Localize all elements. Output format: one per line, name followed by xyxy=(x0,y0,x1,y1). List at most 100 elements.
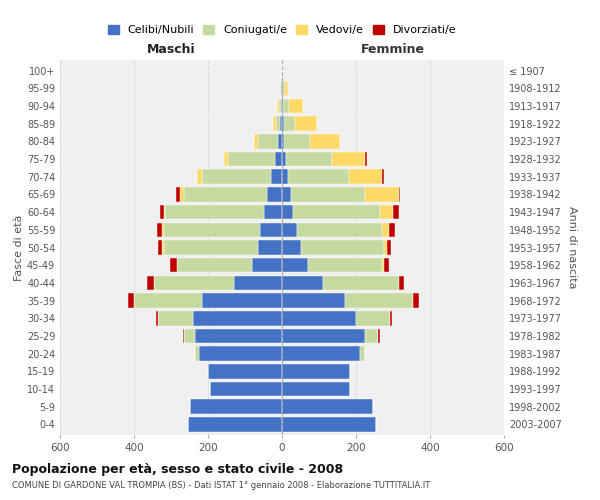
Bar xyxy=(282,294,345,308)
Bar xyxy=(378,328,380,343)
Bar xyxy=(282,205,293,220)
Bar xyxy=(389,222,395,237)
Bar xyxy=(356,311,390,326)
Bar xyxy=(157,222,162,237)
Bar xyxy=(310,134,340,148)
Bar xyxy=(284,116,295,131)
Bar xyxy=(154,276,234,290)
Bar xyxy=(229,152,275,166)
Bar xyxy=(134,294,202,308)
Bar xyxy=(332,152,365,166)
Bar xyxy=(280,116,282,131)
Bar xyxy=(282,98,283,113)
Bar xyxy=(193,311,282,326)
Bar xyxy=(271,170,282,184)
Bar xyxy=(293,205,380,220)
Bar xyxy=(283,98,289,113)
Bar xyxy=(282,328,365,343)
Bar xyxy=(282,134,284,148)
Bar xyxy=(382,222,389,237)
Bar xyxy=(267,187,282,202)
Bar xyxy=(384,240,388,255)
Bar xyxy=(258,240,282,255)
Bar xyxy=(190,400,282,414)
Bar xyxy=(224,152,229,166)
Text: Maschi: Maschi xyxy=(146,44,196,57)
Bar xyxy=(273,116,277,131)
Bar xyxy=(253,258,282,272)
Bar xyxy=(282,382,350,396)
Bar xyxy=(184,328,195,343)
Bar xyxy=(275,152,282,166)
Bar xyxy=(160,205,164,220)
Bar xyxy=(398,276,404,290)
Text: Femmine: Femmine xyxy=(361,44,425,57)
Bar xyxy=(282,222,297,237)
Bar xyxy=(301,240,384,255)
Bar xyxy=(162,240,164,255)
Bar xyxy=(283,81,284,96)
Bar xyxy=(393,205,398,220)
Bar xyxy=(195,328,282,343)
Bar xyxy=(398,187,400,202)
Bar xyxy=(284,134,310,148)
Bar xyxy=(162,222,164,237)
Y-axis label: Anni di nascita: Anni di nascita xyxy=(567,206,577,289)
Bar xyxy=(263,205,282,220)
Bar xyxy=(158,311,193,326)
Bar xyxy=(164,240,258,255)
Bar xyxy=(282,276,323,290)
Bar xyxy=(164,205,166,220)
Bar xyxy=(349,170,382,184)
Bar xyxy=(166,205,263,220)
Bar xyxy=(260,222,282,237)
Bar xyxy=(147,276,154,290)
Bar xyxy=(282,116,284,131)
Bar xyxy=(380,205,393,220)
Bar xyxy=(384,258,389,272)
Bar xyxy=(390,311,392,326)
Bar xyxy=(413,294,419,308)
Bar xyxy=(365,187,398,202)
Bar xyxy=(277,116,280,131)
Bar xyxy=(128,294,134,308)
Bar xyxy=(156,311,158,326)
Bar xyxy=(277,98,279,113)
Bar xyxy=(202,170,271,184)
Bar xyxy=(282,152,286,166)
Bar xyxy=(365,328,378,343)
Text: Popolazione per età, sesso e stato civile - 2008: Popolazione per età, sesso e stato civil… xyxy=(12,462,343,475)
Bar xyxy=(164,222,260,237)
Bar xyxy=(282,417,376,432)
Bar xyxy=(278,134,282,148)
Y-axis label: Fasce di età: Fasce di età xyxy=(14,214,24,280)
Bar xyxy=(308,258,382,272)
Bar xyxy=(184,187,267,202)
Bar xyxy=(280,81,281,96)
Bar xyxy=(279,98,281,113)
Bar xyxy=(323,276,398,290)
Bar xyxy=(234,276,282,290)
Bar xyxy=(282,187,291,202)
Bar xyxy=(202,294,282,308)
Bar xyxy=(287,170,349,184)
Bar xyxy=(365,152,367,166)
Bar xyxy=(282,364,350,378)
Bar xyxy=(286,152,332,166)
Bar xyxy=(297,222,382,237)
Bar xyxy=(382,258,384,272)
Bar xyxy=(210,382,282,396)
Bar xyxy=(158,240,162,255)
Bar xyxy=(289,98,304,113)
Bar xyxy=(188,417,282,432)
Legend: Celibi/Nubili, Coniugati/e, Vedovi/e, Divorziati/e: Celibi/Nubili, Coniugati/e, Vedovi/e, Di… xyxy=(103,20,461,40)
Bar xyxy=(295,116,317,131)
Bar xyxy=(195,346,199,361)
Bar xyxy=(284,81,288,96)
Bar xyxy=(199,346,282,361)
Bar xyxy=(382,170,384,184)
Bar xyxy=(282,240,301,255)
Bar xyxy=(282,400,373,414)
Bar xyxy=(282,311,356,326)
Bar xyxy=(282,170,287,184)
